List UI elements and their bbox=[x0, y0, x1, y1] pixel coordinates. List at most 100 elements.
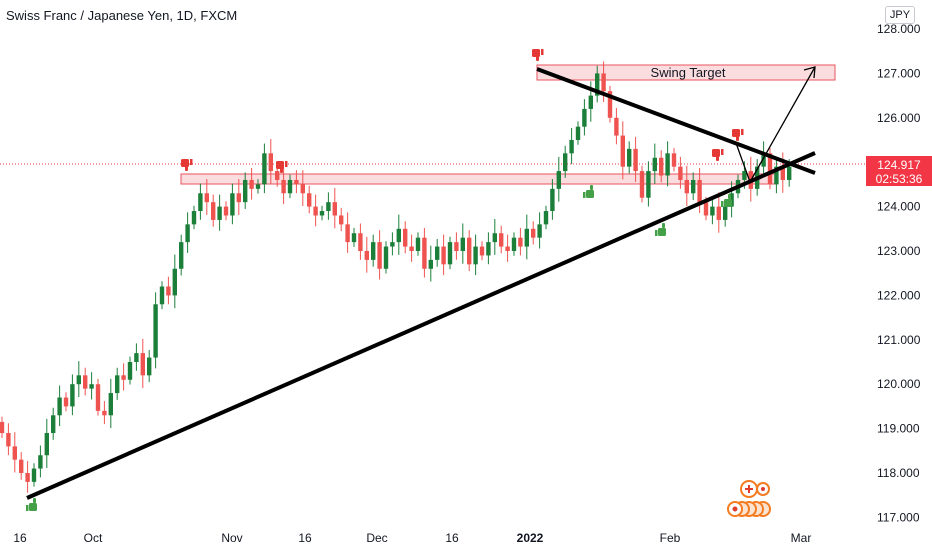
candle-body bbox=[428, 259, 433, 269]
descending-resistance-trendline bbox=[536, 67, 816, 175]
candle-body bbox=[76, 375, 81, 385]
candle-body bbox=[153, 304, 158, 358]
candle-body bbox=[102, 410, 107, 416]
y-axis-tick-label: 117.000 bbox=[877, 510, 920, 524]
thumbs-up-icon[interactable] bbox=[655, 223, 666, 236]
x-axis[interactable]: 16 Oct Nov 16 Dec 16 2022 Feb Mar bbox=[13, 531, 811, 545]
y-axis-tick-label: 124.000 bbox=[877, 200, 921, 214]
candle-body bbox=[703, 202, 709, 216]
candle-body bbox=[230, 193, 235, 216]
candle-body bbox=[486, 242, 491, 256]
x-axis-tick-label: Oct bbox=[84, 531, 103, 545]
x-axis-tick-label: Feb bbox=[660, 531, 681, 545]
candle-body bbox=[134, 353, 139, 362]
current-price-tag: 124.917 02:53:36 bbox=[866, 156, 932, 186]
candle-body bbox=[19, 459, 24, 473]
candle-body bbox=[742, 171, 747, 180]
candle-body bbox=[371, 242, 376, 260]
candle-body bbox=[460, 237, 465, 251]
currency-button[interactable]: JPY bbox=[885, 6, 915, 24]
candle-body bbox=[364, 251, 369, 260]
candle-body bbox=[505, 246, 510, 251]
candle-body bbox=[422, 237, 427, 269]
candle-body bbox=[767, 153, 773, 185]
economic-events-icon[interactable] bbox=[727, 480, 771, 517]
candle-body bbox=[441, 246, 446, 265]
candle-body bbox=[147, 357, 152, 376]
candle-body bbox=[518, 237, 523, 247]
y-axis-tick-label: 119.000 bbox=[877, 422, 920, 436]
candle-body bbox=[339, 215, 344, 225]
candle-body bbox=[479, 246, 485, 256]
candle-body bbox=[377, 242, 382, 269]
candle-body bbox=[409, 246, 414, 251]
candle-body bbox=[236, 193, 241, 203]
thumbs-up-icon[interactable] bbox=[583, 185, 594, 198]
x-axis-tick-label: Dec bbox=[366, 531, 387, 545]
y-axis-tick-label: 121.000 bbox=[877, 333, 921, 347]
y-axis-tick-label: 120.000 bbox=[877, 377, 921, 391]
candle-body bbox=[659, 157, 664, 176]
candle-body bbox=[249, 179, 254, 189]
x-axis-tick-label: Nov bbox=[221, 531, 242, 545]
ascending-support-trendline bbox=[26, 151, 816, 500]
y-axis-tick-label: 118.000 bbox=[877, 466, 920, 480]
candle-body bbox=[223, 206, 229, 216]
thumbs-down-icon[interactable] bbox=[732, 129, 744, 141]
candle-body bbox=[204, 193, 209, 203]
candle-body bbox=[275, 171, 280, 180]
candle-body bbox=[524, 228, 529, 247]
thumbs-down-icon[interactable] bbox=[712, 149, 724, 161]
candle-body bbox=[63, 397, 69, 407]
candle-body bbox=[633, 148, 638, 172]
candle-body bbox=[652, 157, 657, 172]
swing-target-zone bbox=[536, 64, 836, 81]
candle-body bbox=[262, 153, 267, 185]
candle-body bbox=[179, 242, 184, 269]
candle-body bbox=[691, 179, 696, 194]
candle-body bbox=[294, 179, 299, 185]
candle-body bbox=[70, 384, 75, 407]
candle-body bbox=[255, 184, 261, 189]
candle-body bbox=[0, 421, 5, 434]
candle-body bbox=[191, 211, 197, 225]
candle-body bbox=[614, 117, 619, 136]
candle-body bbox=[95, 384, 101, 411]
candle-body bbox=[447, 242, 453, 265]
candle-body bbox=[550, 188, 555, 212]
candle-body bbox=[716, 206, 721, 220]
thumbs-down-icon[interactable] bbox=[276, 161, 288, 173]
trendlines bbox=[26, 66, 816, 500]
candle-body bbox=[313, 206, 318, 216]
candle-body bbox=[710, 206, 715, 216]
candle-body bbox=[115, 375, 120, 394]
thumbs-up-icon[interactable] bbox=[721, 194, 732, 207]
candle-body bbox=[89, 384, 94, 389]
candle-body bbox=[108, 393, 113, 416]
current-price-value: 124.917 bbox=[877, 158, 921, 172]
candle-body bbox=[563, 153, 568, 172]
x-axis-tick-label: Mar bbox=[791, 531, 812, 545]
projection-arrowhead bbox=[803, 66, 816, 79]
candle-body bbox=[575, 126, 581, 140]
candle-body bbox=[217, 206, 222, 220]
chart-title: Swiss Franc / Japanese Yen, 1D, FXCM bbox=[6, 8, 238, 23]
candle-body bbox=[607, 91, 613, 118]
y-axis-tick-label: 123.000 bbox=[877, 244, 921, 258]
candle-body bbox=[332, 202, 337, 216]
y-axis-tick-label: 128.000 bbox=[877, 22, 921, 36]
candle-body bbox=[492, 233, 497, 243]
candle-body bbox=[511, 237, 517, 251]
thumbs-down-icon[interactable] bbox=[532, 49, 544, 61]
candle-body bbox=[556, 171, 561, 189]
x-axis-tick-label: 16 bbox=[298, 531, 312, 545]
thumbs-down-icon[interactable] bbox=[181, 159, 193, 171]
candle-body bbox=[159, 286, 165, 305]
candle-body bbox=[684, 179, 689, 194]
thumbs-up-icon[interactable] bbox=[26, 498, 37, 511]
candle-body bbox=[787, 166, 792, 180]
candle-body bbox=[467, 237, 472, 265]
y-axis[interactable]: 128.000127.000126.000125.000124.000123.0… bbox=[877, 22, 921, 524]
candle-body bbox=[454, 242, 459, 251]
